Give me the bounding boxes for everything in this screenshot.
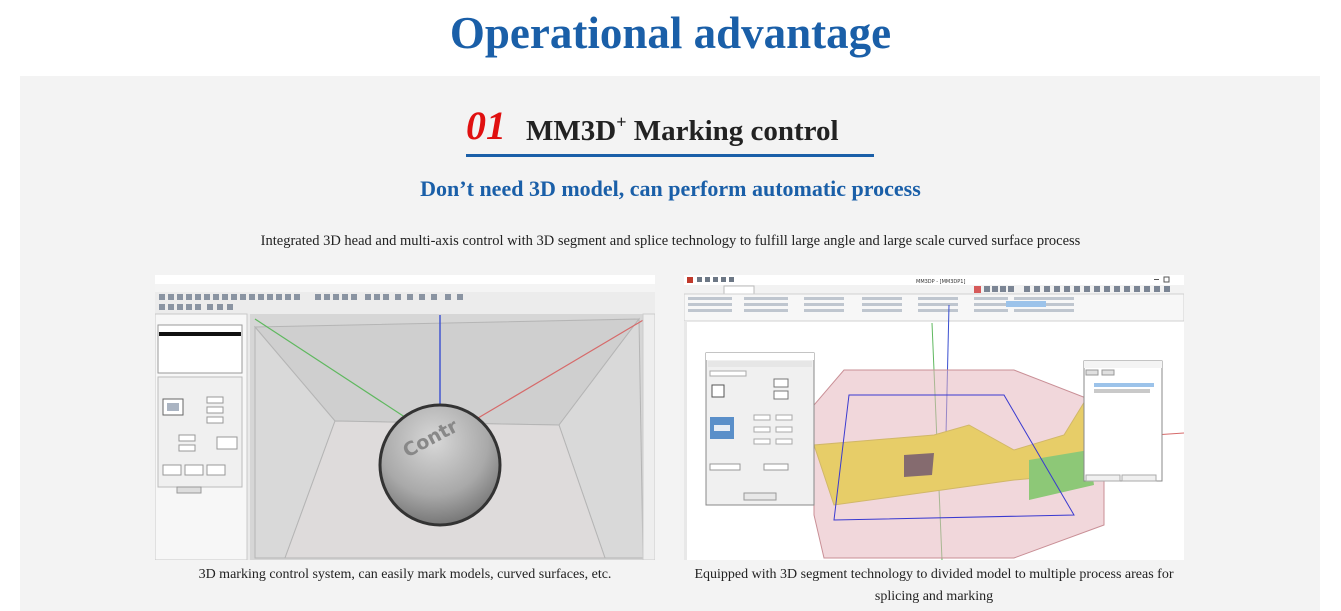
section-title-sup: + xyxy=(616,112,627,132)
caption-segment-technology: Equipped with 3D segment technology to d… xyxy=(694,567,1174,604)
section-heading: 01 MM3D+ Marking control xyxy=(466,103,874,157)
section-title-rest: Marking control xyxy=(626,115,839,147)
section-number: 01 xyxy=(466,103,506,148)
section-title: MM3D+ Marking control xyxy=(526,112,839,148)
screenshot-segment-technology: MM3DP - [MM3DP1] xyxy=(684,275,1184,560)
screenshot-marking-control: Contr xyxy=(155,275,655,560)
screenshot-marking-control-image: Contr xyxy=(155,275,655,560)
section-title-main: MM3D xyxy=(526,115,617,147)
screenshot-segment-technology-image: MM3DP - [MM3DP1] xyxy=(684,275,1184,560)
segment-window-title: MM3DP - [MM3DP1] xyxy=(916,279,965,285)
section-description: Integrated 3D head and multi-axis contro… xyxy=(260,233,1081,249)
page-title: Operational advantage xyxy=(449,8,892,58)
caption-marking-control: 3D marking control system, can easily ma… xyxy=(198,567,612,582)
section-subtitle: Don’t need 3D model, can perform automat… xyxy=(420,176,921,201)
